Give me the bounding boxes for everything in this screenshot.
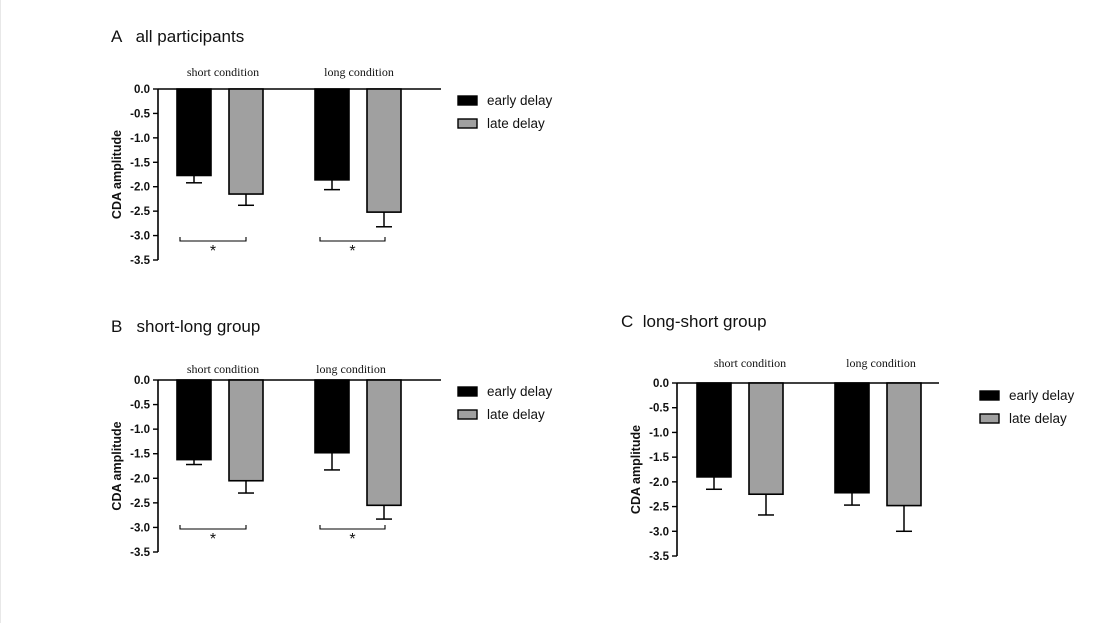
panel-2-condition-label: short condition xyxy=(714,356,786,370)
panel-0-legend-label: early delay xyxy=(487,93,553,108)
panel-0-bar-early-long xyxy=(314,88,350,181)
panel-1-bar-early-long xyxy=(314,379,350,454)
panel-1-significance-star: * xyxy=(349,531,355,548)
panel-0-tick-label: -2.0 xyxy=(130,182,150,194)
panel-0-legend-swatch-early xyxy=(457,95,478,106)
panel-0-tick-label: -1.0 xyxy=(130,133,150,145)
panel-1-tick-label: -0.5 xyxy=(130,400,150,412)
panel-1-tick-label: -1.5 xyxy=(130,449,150,461)
panel-0-condition-label: long condition xyxy=(324,65,394,79)
panel-2-legend-label: late delay xyxy=(1009,411,1067,426)
panel-1-significance-star: * xyxy=(210,531,216,548)
panel-0-tick-label: -1.5 xyxy=(130,157,150,169)
panel-2-tick-label: -1.5 xyxy=(649,452,669,464)
panel-1-legend-label: early delay xyxy=(487,384,553,399)
panel-1-bar-late-short xyxy=(228,379,264,482)
panel-1-condition-label: short condition xyxy=(187,362,259,376)
panel-1-significance-bracket xyxy=(179,525,247,530)
panel-1-y-label: CDA amplitude xyxy=(110,421,124,510)
panel-2-bar-late-short xyxy=(748,382,784,496)
panel-0-tick-label: 0.0 xyxy=(134,84,150,96)
panel-1-tick-label: -1.0 xyxy=(130,424,150,436)
panel-2-tick-label: -0.5 xyxy=(649,403,669,415)
panel-2-tick-label: -2.5 xyxy=(649,502,669,514)
panel-0-bar-early-short xyxy=(176,88,212,177)
panel-1-tick-label: -3.0 xyxy=(130,522,150,534)
panel-0-tick-label: -2.5 xyxy=(130,206,150,218)
panel-0-significance-star: * xyxy=(349,243,355,260)
panel-2-tick-label: 0.0 xyxy=(653,378,669,390)
panel-0-condition-label: short condition xyxy=(187,65,259,79)
panel-0-significance-star: * xyxy=(210,243,216,260)
panel-0-legend-swatch-late xyxy=(457,118,478,129)
panel-1-legend-swatch-early xyxy=(457,386,478,397)
panel-2-condition-label: long condition xyxy=(846,356,916,370)
panel-1-bar-late-long xyxy=(366,379,402,507)
panel-2-legend-swatch-late xyxy=(979,413,1000,424)
panel-2-y-label: CDA amplitude xyxy=(629,425,643,514)
panel-1-bar-early-short xyxy=(176,379,212,461)
panel-2-bar-late-long xyxy=(886,382,922,507)
panel-1-tick-label: -2.5 xyxy=(130,498,150,510)
panel-c-title: C long-short group xyxy=(621,312,767,331)
panel-0-tick-label: -0.5 xyxy=(130,108,150,120)
panel-0-significance-bracket xyxy=(179,237,247,242)
panel-1-tick-label: 0.0 xyxy=(134,375,150,387)
panel-1-legend-label: late delay xyxy=(487,407,545,422)
panel-0-tick-label: -3.0 xyxy=(130,231,150,243)
panel-b-title: B short-long group xyxy=(111,317,261,336)
panel-1-legend-swatch-late xyxy=(457,409,478,420)
panel-2-tick-label: -2.0 xyxy=(649,477,669,489)
panel-0-tick-label: -3.5 xyxy=(130,255,150,267)
panel-1-tick-label: -2.0 xyxy=(130,473,150,485)
panel-0-bar-late-long xyxy=(366,88,402,213)
panel-a-title: A all participants xyxy=(111,27,245,46)
panel-2-bar-early-long xyxy=(834,382,870,494)
panel-2-tick-label: -3.5 xyxy=(649,551,669,563)
panel-1-condition-label: long condition xyxy=(316,362,386,376)
panel-1-significance-bracket xyxy=(319,525,386,530)
panel-0-bar-late-short xyxy=(228,88,264,195)
panel-1-tick-label: -3.5 xyxy=(130,547,150,559)
panel-2-tick-label: -1.0 xyxy=(649,427,669,439)
panel-0-significance-bracket xyxy=(319,237,386,242)
panel-2-legend-label: early delay xyxy=(1009,388,1075,403)
panel-0-legend-label: late delay xyxy=(487,116,545,131)
panel-2-legend-swatch-early xyxy=(979,390,1000,401)
panel-2-tick-label: -3.0 xyxy=(649,526,669,538)
panel-2-bar-early-short xyxy=(696,382,732,478)
panel-0-y-label: CDA amplitude xyxy=(110,130,124,219)
